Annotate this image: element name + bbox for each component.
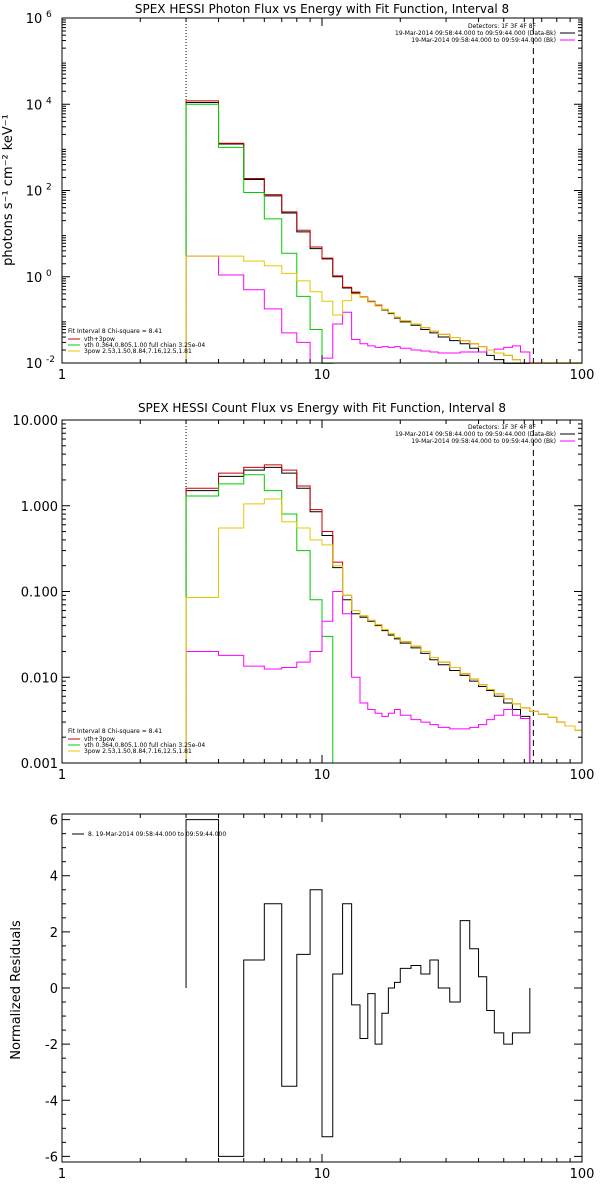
x-tick-label: 100 (570, 768, 595, 783)
x-tick-label: 10 (314, 1167, 331, 1182)
plot-frame (61, 17, 583, 364)
y-tick-label: 0.001 (21, 757, 58, 772)
series-0-histogram (185, 819, 531, 1157)
fit-legend-entry-total: vth+3pow (84, 736, 115, 743)
fit-legend-entry-3pow: 3pow 2.53,1.50,8.84,7.16,12.5,1.81 (84, 348, 192, 355)
y-tick-label: 10 (26, 98, 43, 113)
series-4-histogram (185, 255, 583, 364)
legend-entry-data-bk: 19-Mar-2014 09:58:44.000 to 09:59:44.000… (395, 30, 556, 37)
legend-entry-bk: 19-Mar-2014 09:58:44.000 to 09:59:44.000… (411, 37, 556, 44)
y-tick-exponent: 0 (46, 269, 52, 279)
plot-marks (185, 420, 583, 764)
residual-legend-entry: 8. 19-Mar-2014 09:58:44.000 to 09:59:44.… (88, 831, 226, 838)
residual-legend: 8. 19-Mar-2014 09:58:44.000 to 09:59:44.… (72, 831, 226, 838)
fit-legend-header: Fit Interval 8 Chi-square = 8.41 (68, 728, 162, 735)
fit-legend-entry-vth: vth 0.364,0.805,1.00 full chian 3.25e-04 (84, 342, 205, 349)
panel-title: SPEX HESSI Photon Flux vs Energy with Fi… (135, 2, 509, 16)
x-tick-label: 1 (58, 1167, 66, 1182)
series-0-histogram (185, 101, 531, 364)
fit-legend-entry-vth: vth 0.364,0.805,1.00 full chian 3.25e-04 (84, 742, 205, 749)
legend-header: Detectors: 1F 3F 4F 8F (468, 424, 537, 431)
y-tick-label: -6 (45, 1150, 58, 1165)
y-tick-exponent: -2 (46, 355, 55, 365)
y-axis-label: Normalized Residuals (9, 920, 24, 1060)
count-flux-panel: SPEX HESSI Count Flux vs Energy with Fit… (13, 401, 595, 783)
y-tick-label: 1.000 (21, 500, 58, 515)
y-tick-label: 10 (26, 271, 43, 286)
axis-ticks: 1 10 100 -6 -4 -2 0 2 4 6 (45, 814, 594, 1182)
x-tick-label: 10 (314, 368, 331, 383)
detector-legend: Detectors: 1F 3F 4F 8F 19-Mar-2014 09:58… (395, 23, 575, 44)
y-tick-label: -4 (45, 1094, 58, 1109)
x-tick-label: 10 (314, 768, 331, 783)
x-tick-label: 1 (58, 768, 66, 783)
x-tick-label: 100 (570, 368, 595, 383)
series-0-histogram (185, 466, 531, 763)
axis-ticks: 1 10 100 0.001 0.010 0.100 1.000 10.000 (13, 414, 595, 783)
y-tick-label: 2 (50, 926, 58, 941)
series-2-histogram (185, 474, 343, 764)
panel-title: SPEX HESSI Count Flux vs Energy with Fit… (138, 401, 506, 415)
legend-entry-bk: 19-Mar-2014 09:58:44.000 to 09:59:44.000… (411, 438, 556, 445)
y-tick-label: 0.010 (21, 671, 58, 686)
series-4-histogram (185, 498, 583, 763)
residuals-panel: Normalized Residuals 1 10 100 -6 -4 -2 0 2 4 6 8.… (9, 813, 594, 1182)
y-tick-label: 6 (50, 814, 58, 829)
fit-legend-entry-total: vth+3pow (84, 336, 115, 343)
y-tick-exponent: 4 (46, 96, 52, 106)
y-tick-exponent: 6 (46, 10, 52, 20)
y-tick-label: 4 (50, 870, 58, 885)
series-1-histogram (185, 100, 583, 364)
y-tick-label: 10 (26, 357, 43, 372)
y-tick-label: 10.000 (13, 414, 59, 429)
series-3-histogram (185, 591, 531, 763)
legend-entry-data-bk: 19-Mar-2014 09:58:44.000 to 09:59:44.000… (395, 431, 556, 438)
x-tick-label: 1 (58, 368, 66, 383)
y-tick-label: 0 (50, 982, 58, 997)
y-tick-label: 10 (26, 185, 43, 200)
y-tick-label: 10 (26, 12, 43, 27)
plot-marks (185, 819, 531, 1157)
fit-legend-header: Fit Interval 8 Chi-square = 8.41 (68, 328, 162, 335)
y-tick-label: -2 (45, 1038, 58, 1053)
series-2-histogram (185, 103, 334, 364)
detector-legend: Detectors: 1F 3F 4F 8F 19-Mar-2014 09:58… (395, 424, 575, 445)
fit-legend: Fit Interval 8 Chi-square = 8.41 vth+3po… (68, 728, 205, 755)
fit-legend-entry-3pow: 3pow 2.53,1.50,8.84,7.16,12.5,1.81 (84, 748, 192, 755)
photon-flux-panel: SPEX HESSI Photon Flux vs Energy with Fi… (1, 2, 594, 383)
plot-marks (185, 18, 583, 364)
y-tick-label: 0.100 (21, 586, 58, 601)
y-tick-exponent: 2 (46, 183, 52, 193)
legend-header: Detectors: 1F 3F 4F 8F (468, 23, 537, 30)
fit-legend: Fit Interval 8 Chi-square = 8.41 vth+3po… (68, 328, 205, 355)
x-tick-label: 100 (570, 1167, 595, 1182)
y-axis-label: photons s⁻¹ cm⁻² keV⁻¹ (1, 114, 16, 266)
